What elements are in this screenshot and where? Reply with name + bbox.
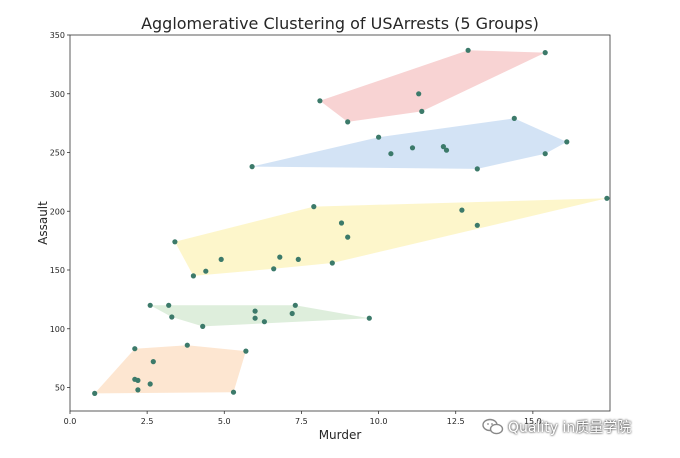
watermark: Quality in质量学院 bbox=[482, 414, 631, 440]
cluster-5-point-1 bbox=[92, 390, 98, 396]
cluster-5-point-6 bbox=[147, 381, 153, 387]
cluster-5-point-7 bbox=[150, 359, 156, 365]
cluster-1-point-6 bbox=[542, 50, 548, 56]
cluster-4-point-3 bbox=[169, 314, 175, 320]
plot-frame bbox=[69, 34, 611, 412]
x-tick-label: 5.0 bbox=[218, 417, 231, 426]
cluster-3-point-4 bbox=[218, 256, 224, 262]
cluster-2-point-6 bbox=[443, 147, 450, 153]
cluster-4-point-7 bbox=[261, 319, 267, 325]
cluster-1-hull bbox=[319, 50, 546, 122]
x-tick-label: 10.0 bbox=[370, 417, 388, 426]
cluster-5-point-8 bbox=[184, 342, 190, 348]
cluster-3-point-7 bbox=[295, 256, 301, 262]
chart-title: Agglomerative Clustering of USArrests (5… bbox=[141, 14, 539, 33]
cluster-3-point-6 bbox=[277, 254, 283, 260]
cluster-2-point-5 bbox=[440, 144, 446, 150]
cluster-hulls bbox=[94, 50, 607, 394]
x-axis-ticks: 0.0 2.5 5.0 7.5 10.0 12.5 15.0 bbox=[64, 411, 542, 426]
y-tick-label: 350 bbox=[50, 31, 65, 40]
x-tick-label: 0.0 bbox=[64, 417, 77, 426]
cluster-1-point-2 bbox=[345, 119, 351, 125]
cluster-2-point-1 bbox=[249, 164, 255, 170]
cluster-4-point-5 bbox=[252, 308, 258, 314]
cluster-3-point-2 bbox=[190, 273, 196, 279]
cluster-3-point-5 bbox=[271, 266, 277, 272]
cluster-4-point-10 bbox=[366, 315, 372, 321]
y-axis-ticks: 50 100 150 200 250 300 350 bbox=[50, 31, 70, 393]
y-tick-label: 200 bbox=[50, 207, 65, 216]
x-tick-label: 15.0 bbox=[524, 417, 542, 426]
x-tick-label: 2.5 bbox=[141, 417, 154, 426]
cluster-5-hull bbox=[94, 345, 246, 394]
cluster-3-point-9 bbox=[329, 260, 335, 266]
cluster-3-point-3 bbox=[203, 268, 209, 274]
cluster-3-point-13 bbox=[474, 222, 480, 228]
cluster-2-point-9 bbox=[542, 151, 548, 157]
cluster-3-point-8 bbox=[311, 204, 317, 210]
cluster-1-point-5 bbox=[465, 47, 471, 53]
cluster-3-point-1 bbox=[172, 239, 178, 245]
cluster-4-point-1 bbox=[147, 302, 153, 308]
cluster-4-point-9 bbox=[292, 302, 298, 308]
y-tick-label: 250 bbox=[50, 149, 65, 158]
cluster-3-point-14 bbox=[604, 195, 610, 201]
data-points bbox=[92, 47, 610, 396]
cluster-4-point-8 bbox=[289, 310, 295, 317]
cluster-1-point-3 bbox=[416, 91, 422, 97]
cluster-5-point-10 bbox=[243, 348, 249, 354]
cluster-2-point-10 bbox=[564, 139, 570, 145]
cluster-2-point-2 bbox=[376, 134, 382, 140]
cluster-4-point-4 bbox=[200, 323, 206, 329]
cluster-5-point-4 bbox=[135, 377, 141, 383]
cluster-5-point-9 bbox=[230, 389, 237, 395]
y-tick-label: 100 bbox=[50, 325, 65, 334]
watermark-text: Quality in质量学院 bbox=[508, 420, 632, 436]
cluster-3-point-10 bbox=[338, 220, 345, 226]
y-axis-label: Assault bbox=[36, 201, 50, 245]
cluster-4-point-2 bbox=[166, 302, 172, 308]
cluster-1-point-4 bbox=[419, 108, 425, 114]
cluster-2-point-7 bbox=[474, 166, 480, 172]
wechat-icon bbox=[482, 418, 504, 435]
cluster-1-point-1 bbox=[317, 98, 323, 104]
cluster-4-point-6 bbox=[252, 315, 258, 321]
cluster-3-point-12 bbox=[459, 207, 465, 213]
cluster-4-hull bbox=[150, 305, 370, 327]
cluster-2-point-8 bbox=[511, 115, 517, 121]
x-tick-label: 7.5 bbox=[295, 417, 308, 426]
y-tick-label: 300 bbox=[50, 90, 65, 99]
cluster-2-point-3 bbox=[388, 151, 394, 157]
x-axis-label: Murder bbox=[319, 428, 362, 442]
cluster-5-point-5 bbox=[135, 387, 141, 393]
x-tick-label: 12.5 bbox=[447, 417, 465, 426]
y-tick-label: 150 bbox=[50, 266, 65, 275]
cluster-5-point-2 bbox=[132, 346, 138, 352]
cluster-2-point-4 bbox=[409, 145, 416, 151]
cluster-2-hull bbox=[252, 118, 567, 169]
cluster-3-hull bbox=[174, 198, 607, 276]
y-tick-label: 50 bbox=[55, 384, 65, 393]
cluster-3-point-11 bbox=[345, 234, 351, 240]
